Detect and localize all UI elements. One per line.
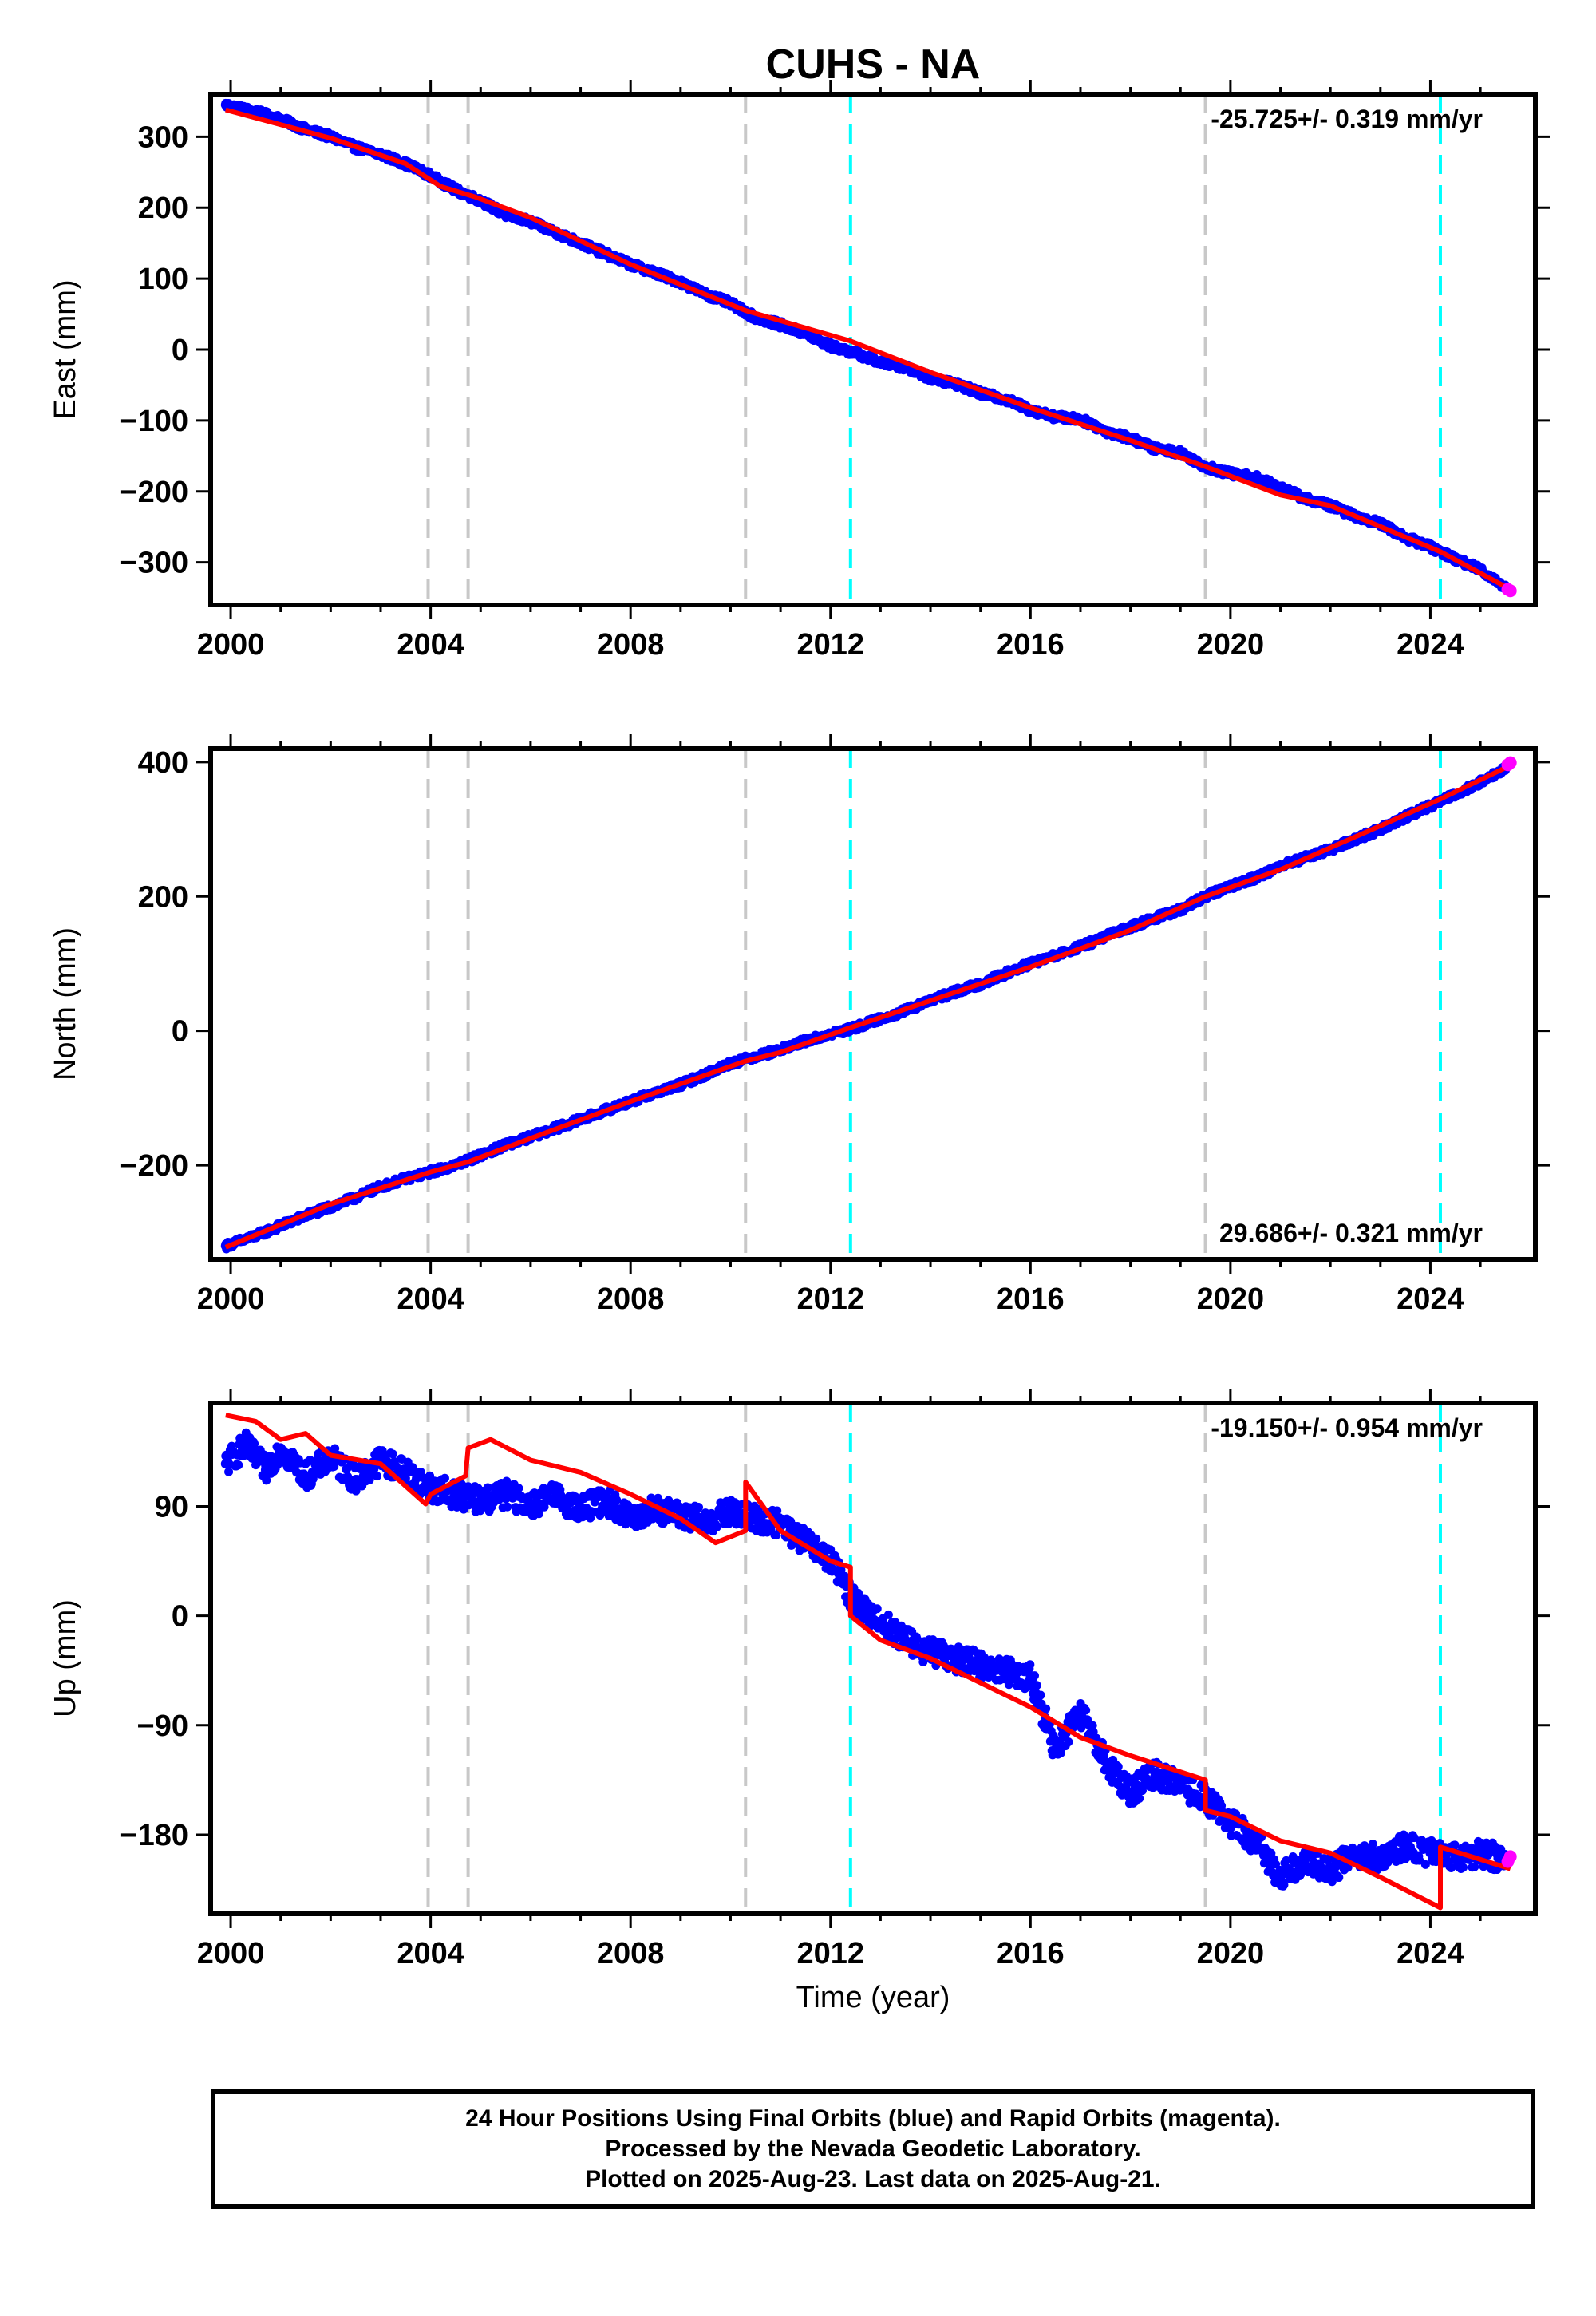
north-x-tick-label: 2020 (1197, 1282, 1265, 1316)
east-rate-label: -25.725+/- 0.319 mm/yr (1211, 105, 1483, 133)
east-y-axis-label: East (mm) (49, 279, 82, 419)
north-x-tick-label: 2004 (397, 1282, 464, 1316)
up-final-orbit-point (262, 1476, 271, 1485)
up-final-orbit-point (612, 1495, 622, 1504)
north-plot-frame (208, 746, 1538, 1262)
up-final-orbit-point (411, 1482, 421, 1492)
up-final-orbit-point (1081, 1705, 1091, 1715)
east-y-tick-label: −100 (120, 405, 188, 438)
north-rapid-orbit-point (1503, 756, 1517, 769)
north-x-tick-label: 2012 (796, 1282, 864, 1316)
up-final-orbit-point (1041, 1704, 1051, 1713)
up-final-orbit-point (1036, 1690, 1045, 1700)
east-x-tick-label: 2000 (197, 628, 265, 662)
east-x-tick-label: 2020 (1197, 628, 1265, 662)
up-final-orbit-point (224, 1467, 234, 1476)
east-x-tick-label: 2004 (397, 628, 464, 662)
up-final-orbit-point (1006, 1658, 1016, 1668)
north-y-tick-label: −200 (120, 1149, 188, 1183)
up-final-orbit-point (388, 1449, 397, 1459)
up-final-orbit-point (872, 1604, 882, 1614)
up-final-orbit-point (918, 1657, 928, 1666)
east-x-tick-label: 2024 (1396, 628, 1464, 662)
north-y-tick-label: 400 (138, 746, 188, 780)
up-final-orbit-point (586, 1513, 595, 1523)
up-final-orbit-point (912, 1634, 922, 1644)
up-final-orbit-point (440, 1473, 449, 1483)
east-y-tick-label: −300 (120, 547, 188, 580)
up-final-orbit-point (483, 1483, 492, 1492)
up-final-orbit-point (826, 1545, 836, 1555)
east-y-tick-label: 300 (138, 121, 188, 154)
east-plot-area (220, 98, 1517, 598)
north-y-tick-label: 200 (138, 880, 188, 914)
up-final-orbit-point (694, 1503, 704, 1512)
east-panel: 2000 2004 2008 2012 2016 2020 2024 300 200 100 0 −1… (49, 80, 1550, 662)
up-final-orbit-point (330, 1462, 339, 1472)
up-plot-area (220, 1413, 1517, 1911)
up-final-orbit-point (408, 1463, 417, 1472)
up-final-orbit-point (1057, 1748, 1066, 1757)
up-final-orbit-point (234, 1460, 243, 1470)
up-final-orbit-point (1088, 1721, 1097, 1730)
up-final-orbit-point (514, 1484, 523, 1493)
up-final-orbit-point (373, 1472, 382, 1481)
up-final-orbit-point (664, 1496, 674, 1505)
up-final-orbit-point (1032, 1681, 1041, 1690)
north-y-tick-label: 0 (172, 1015, 188, 1049)
north-panel: 2000 2004 2008 2012 2016 2020 20244002000−200N… (49, 734, 1550, 1316)
north-y-axis-label: North (mm) (49, 927, 82, 1081)
up-final-orbit-point (955, 1644, 965, 1654)
east-y-tick-label: 200 (138, 192, 188, 225)
east-model-line (225, 107, 1512, 592)
up-final-orbit-point (534, 1509, 543, 1519)
north-plot-area (220, 756, 1517, 1254)
up-final-orbit-point (854, 1588, 863, 1598)
up-final-orbit-point (539, 1502, 549, 1512)
north-model-line (224, 763, 1511, 1250)
up-final-orbit-point (1025, 1660, 1035, 1670)
north-x-tick-label: 2016 (997, 1282, 1065, 1316)
north-rate-label: 29.686+/- 0.321 mm/yr (1219, 1219, 1483, 1247)
up-final-orbit-point (369, 1464, 379, 1474)
up-final-orbit-point (1064, 1737, 1073, 1747)
chart-title: CUHS - NA (766, 41, 981, 88)
east-y-tick-label: 0 (172, 334, 188, 367)
up-final-orbit-point (1030, 1671, 1040, 1681)
up-final-orbit-point (330, 1444, 340, 1453)
east-x-tick-label: 2012 (796, 628, 864, 662)
north-x-tick-label: 2000 (197, 1282, 265, 1316)
north-x-tick-label: 2008 (597, 1282, 665, 1316)
north-x-tick-label: 2024 (1396, 1282, 1464, 1316)
east-x-tick-label: 2016 (997, 628, 1065, 662)
east-rapid-orbit-point (1503, 584, 1517, 598)
up-final-orbit-point (724, 1519, 733, 1528)
up-final-orbit-point (883, 1610, 893, 1619)
up-final-orbit-point (772, 1506, 782, 1516)
up-final-orbit-point (503, 1502, 512, 1512)
up-panel: 2000 2004 2008 2012 2016 2020 2024900−90−180Up… (49, 1389, 1550, 1970)
up-final-orbit-point (712, 1523, 721, 1532)
up-final-orbit-point (646, 1493, 656, 1503)
up-final-orbit-point (1113, 1762, 1123, 1772)
east-y-tick-label: −200 (120, 476, 188, 509)
east-y-tick-label: 100 (138, 263, 188, 296)
up-final-orbit-point (812, 1534, 821, 1543)
up-final-orbit-point (1135, 1793, 1144, 1803)
east-x-tick-label: 2008 (597, 628, 665, 662)
